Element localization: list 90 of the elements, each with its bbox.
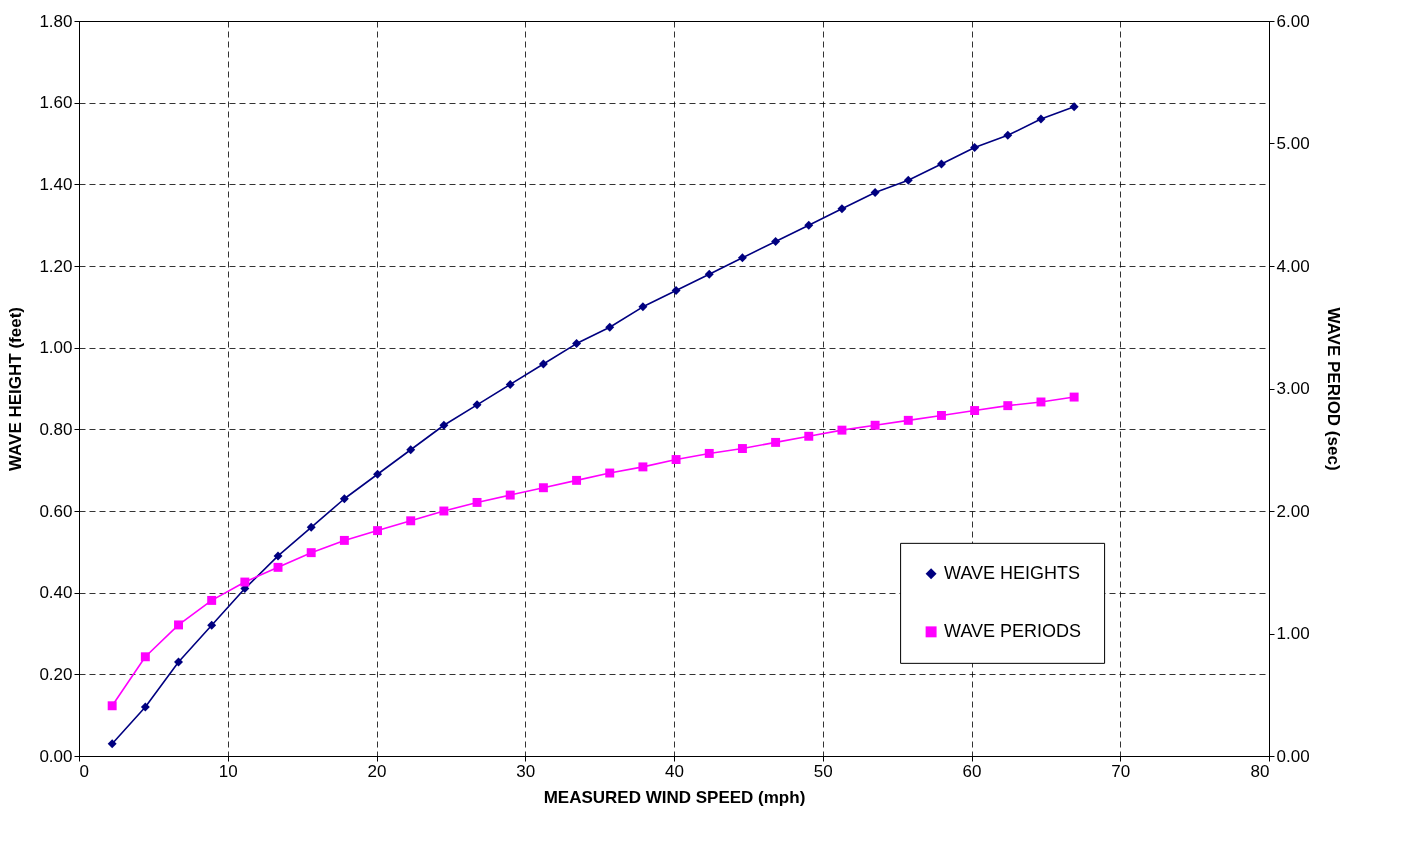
point: [107, 701, 117, 711]
point: [538, 359, 548, 369]
x-tick-label: 80: [1250, 761, 1270, 781]
x-tick-label: 40: [665, 761, 684, 781]
y-tick-label: 0.40: [39, 583, 73, 603]
x-tick-label: 0: [79, 761, 89, 781]
legend-label: WAVE PERIODS: [944, 620, 1082, 641]
point: [936, 159, 946, 169]
point: [406, 445, 416, 455]
point: [970, 406, 980, 416]
point: [240, 577, 250, 587]
point: [273, 562, 283, 572]
y-axis-title: WAVE HEIGHT (feet): [6, 306, 26, 472]
point: [538, 483, 548, 493]
x-tick-label: 70: [1111, 761, 1131, 781]
x-tick-label: 30: [516, 761, 536, 781]
y2-tick-label: 1.00: [1276, 624, 1310, 643]
point: [174, 620, 183, 630]
point: [870, 188, 880, 197]
point: [804, 431, 814, 441]
point: [373, 469, 383, 479]
point: [1003, 401, 1013, 411]
point: [174, 657, 183, 667]
point: [837, 425, 847, 435]
y2-tick-label: 4.00: [1276, 256, 1310, 276]
point: [638, 302, 648, 312]
point: [903, 415, 913, 425]
point: [472, 400, 482, 410]
point: [572, 475, 582, 485]
y2-tick-label: 5.00: [1276, 134, 1310, 153]
y-tick-label: 0.20: [39, 664, 73, 684]
point: [505, 490, 515, 500]
point: [970, 143, 980, 153]
point: [936, 410, 946, 420]
point: [572, 339, 582, 349]
y2-tick-label: 2.00: [1276, 501, 1310, 521]
point: [505, 379, 515, 389]
x-tick-label: 20: [367, 761, 387, 781]
y2-tick-label: 3.00: [1276, 379, 1310, 398]
point: [771, 437, 781, 447]
point: [671, 455, 681, 465]
point: [837, 204, 847, 214]
point: [737, 444, 747, 453]
point: [704, 448, 714, 458]
point: [671, 286, 681, 295]
point: [273, 551, 283, 561]
point: [373, 526, 383, 536]
point: [306, 548, 316, 558]
point: [704, 269, 714, 279]
point: [771, 237, 781, 246]
point: [140, 702, 150, 712]
y-tick-label: 0.00: [39, 746, 73, 766]
y-tick-label: 1.60: [39, 93, 73, 113]
point: [1036, 397, 1046, 407]
point: [1069, 392, 1079, 402]
x-tick-label: 10: [218, 761, 238, 781]
y-tick-label: 1.40: [39, 174, 73, 194]
y2-tick-label: 0.00: [1276, 746, 1310, 766]
point: [1003, 130, 1013, 140]
y-tick-label: 1.00: [39, 338, 73, 358]
y2-tick-label: 6.00: [1276, 11, 1310, 31]
point: [439, 506, 449, 516]
point: [1069, 102, 1079, 112]
y-tick-label: 1.20: [39, 256, 73, 276]
y-tick-label: 1.80: [39, 11, 73, 31]
point: [339, 494, 349, 504]
point: [339, 535, 349, 545]
point: [207, 595, 217, 605]
legend-label: WAVE HEIGHTS: [944, 562, 1081, 583]
point: [737, 253, 747, 263]
x-tick-label: 60: [962, 761, 982, 781]
point: [638, 462, 648, 472]
point: [870, 420, 880, 430]
point: [207, 620, 217, 630]
point: [406, 516, 416, 526]
x-axis-title: MEASURED WIND SPEED (mph): [543, 787, 806, 807]
point: [472, 497, 482, 507]
point: [605, 322, 615, 332]
point: [439, 420, 449, 430]
point: [804, 220, 814, 230]
point: [306, 522, 316, 532]
point: [903, 175, 913, 185]
y-tick-label: 0.60: [39, 501, 73, 521]
point: [605, 468, 615, 478]
y-tick-label: 0.80: [39, 419, 73, 439]
point: [107, 739, 117, 749]
y2-axis-title: WAVE PERIOD (sec): [1323, 307, 1343, 471]
point: [1036, 114, 1046, 124]
point: [140, 652, 150, 662]
x-tick-label: 50: [813, 761, 833, 781]
